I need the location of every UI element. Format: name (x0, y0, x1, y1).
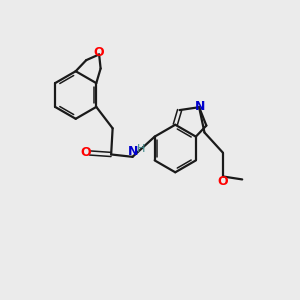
Text: O: O (94, 46, 104, 59)
Text: O: O (81, 146, 91, 159)
Text: N: N (128, 145, 138, 158)
Text: H: H (137, 144, 146, 154)
Text: N: N (195, 100, 206, 113)
Text: O: O (218, 175, 228, 188)
